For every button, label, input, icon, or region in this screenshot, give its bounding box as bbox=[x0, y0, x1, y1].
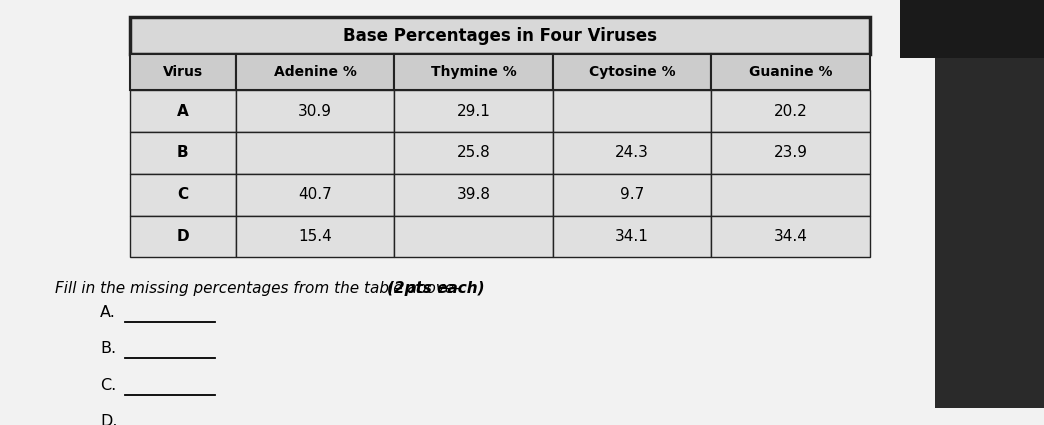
Text: Virus: Virus bbox=[163, 65, 203, 79]
Text: Cytosine %: Cytosine % bbox=[589, 65, 675, 79]
Text: D: D bbox=[176, 229, 189, 244]
Bar bbox=[395, 174, 553, 215]
Bar bbox=[130, 215, 236, 257]
Bar bbox=[553, 174, 711, 215]
Bar bbox=[711, 174, 870, 215]
Bar bbox=[711, 132, 870, 174]
Text: 34.1: 34.1 bbox=[615, 229, 649, 244]
Bar bbox=[935, 0, 1044, 408]
Text: 25.8: 25.8 bbox=[456, 145, 491, 160]
Text: 23.9: 23.9 bbox=[774, 145, 808, 160]
Text: (2pts each): (2pts each) bbox=[387, 280, 484, 295]
Bar bbox=[900, 0, 1044, 58]
Bar bbox=[236, 215, 395, 257]
Bar bbox=[553, 132, 711, 174]
Bar bbox=[711, 215, 870, 257]
Bar bbox=[553, 90, 711, 132]
Text: 30.9: 30.9 bbox=[298, 104, 332, 119]
Bar bbox=[130, 174, 236, 215]
Text: A.: A. bbox=[100, 305, 116, 320]
Bar bbox=[553, 54, 711, 90]
Bar bbox=[130, 54, 236, 90]
Bar bbox=[130, 90, 236, 132]
Text: Fill in the missing percentages from the table above-: Fill in the missing percentages from the… bbox=[55, 280, 465, 295]
Text: C.: C. bbox=[100, 378, 116, 393]
Bar bbox=[711, 90, 870, 132]
Text: 9.7: 9.7 bbox=[620, 187, 644, 202]
Text: C: C bbox=[177, 187, 188, 202]
Text: 39.8: 39.8 bbox=[456, 187, 491, 202]
Text: B.: B. bbox=[100, 341, 116, 356]
Bar bbox=[395, 132, 553, 174]
Text: B: B bbox=[177, 145, 189, 160]
Bar bbox=[395, 54, 553, 90]
Text: 20.2: 20.2 bbox=[774, 104, 808, 119]
Text: Thymine %: Thymine % bbox=[431, 65, 517, 79]
Text: Guanine %: Guanine % bbox=[749, 65, 832, 79]
Text: Base Percentages in Four Viruses: Base Percentages in Four Viruses bbox=[343, 26, 657, 45]
Bar bbox=[130, 17, 870, 54]
Text: D.: D. bbox=[100, 414, 118, 425]
Text: 24.3: 24.3 bbox=[615, 145, 649, 160]
Bar bbox=[130, 132, 236, 174]
Bar bbox=[236, 132, 395, 174]
Bar bbox=[395, 215, 553, 257]
Text: Adenine %: Adenine % bbox=[274, 65, 356, 79]
Text: 29.1: 29.1 bbox=[456, 104, 491, 119]
Text: 34.4: 34.4 bbox=[774, 229, 808, 244]
Text: A: A bbox=[177, 104, 189, 119]
Bar bbox=[236, 174, 395, 215]
Text: 40.7: 40.7 bbox=[299, 187, 332, 202]
Bar bbox=[395, 90, 553, 132]
Bar bbox=[711, 54, 870, 90]
Bar bbox=[236, 54, 395, 90]
Bar bbox=[236, 90, 395, 132]
Bar bbox=[553, 215, 711, 257]
Text: 15.4: 15.4 bbox=[299, 229, 332, 244]
